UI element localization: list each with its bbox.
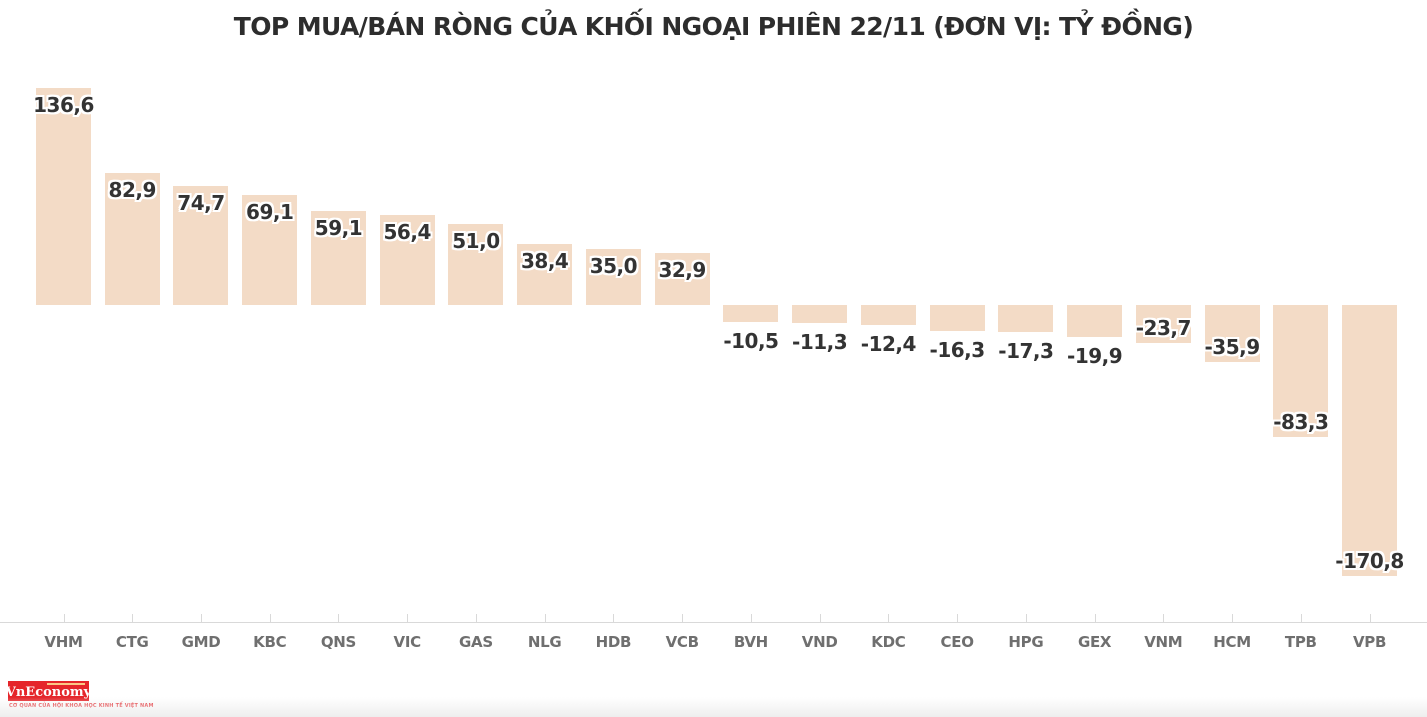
category-label-bvh: BVH bbox=[733, 633, 768, 651]
axis-tick bbox=[132, 614, 134, 622]
axis-tick bbox=[819, 614, 821, 622]
axis-tick bbox=[1300, 614, 1302, 622]
bar-ceo bbox=[929, 305, 985, 331]
axis-tick bbox=[200, 614, 202, 622]
category-label-kbc: KBC bbox=[253, 633, 287, 651]
bar-tpb bbox=[1273, 305, 1329, 438]
bar-kbc bbox=[242, 195, 298, 305]
bar-bvh bbox=[723, 305, 779, 322]
value-label-hcm: -35,9 bbox=[1204, 334, 1261, 359]
value-label-nlg: 38,4 bbox=[520, 249, 569, 274]
category-label-gmd: GMD bbox=[181, 633, 221, 651]
category-label-ceo: CEO bbox=[940, 633, 974, 651]
axis-tick bbox=[269, 614, 271, 622]
category-label-vnm: VNM bbox=[1144, 633, 1183, 651]
axis-tick bbox=[63, 614, 65, 622]
bar-vcb bbox=[654, 252, 710, 305]
bar-hpg bbox=[998, 305, 1054, 333]
axis-tick bbox=[407, 614, 409, 622]
x-axis-line bbox=[0, 622, 1427, 623]
chart-title: TOP MUA/BÁN RÒNG CỦA KHỐI NGOẠI PHIÊN 22… bbox=[233, 12, 1194, 41]
value-label-gmd: 74,7 bbox=[177, 191, 225, 216]
axis-tick bbox=[750, 614, 752, 622]
value-label-hdb: 35,0 bbox=[589, 254, 638, 279]
vneconomy-logo: VnEconomy bbox=[5, 681, 92, 701]
value-label-ceo: -16,3 bbox=[929, 337, 986, 362]
value-label-vic: 56,4 bbox=[383, 220, 432, 245]
bar-nlg bbox=[517, 244, 573, 305]
axis-tick bbox=[338, 614, 340, 622]
axis-tick bbox=[1163, 614, 1165, 622]
axis-tick bbox=[957, 614, 959, 622]
value-label-bvh: -10,5 bbox=[723, 328, 779, 353]
category-label-nlg: NLG bbox=[527, 633, 562, 651]
bar-hdb bbox=[585, 249, 641, 305]
bar-vnd bbox=[792, 305, 848, 323]
bar-gex bbox=[1067, 305, 1123, 337]
bar-vpb bbox=[1342, 305, 1398, 577]
bar-vic bbox=[379, 215, 435, 305]
category-label-kdc: KDC bbox=[871, 633, 906, 651]
axis-tick bbox=[1369, 614, 1371, 622]
axis-tick bbox=[1232, 614, 1234, 622]
value-label-vpb: -170,8 bbox=[1335, 549, 1404, 574]
bar-qns bbox=[310, 211, 366, 305]
bar-hcm bbox=[1204, 305, 1260, 362]
value-label-gex: -19,9 bbox=[1067, 343, 1123, 368]
value-label-kdc: -12,4 bbox=[860, 331, 917, 356]
category-label-vpb: VPB bbox=[1352, 633, 1387, 651]
bar-ctg bbox=[104, 173, 160, 305]
category-label-ctg: CTG bbox=[115, 633, 149, 651]
category-label-tpb: TPB bbox=[1284, 633, 1317, 651]
axis-tick bbox=[613, 614, 615, 622]
category-label-hdb: HDB bbox=[595, 633, 632, 651]
value-label-vnm: -23,7 bbox=[1135, 315, 1192, 340]
axis-tick bbox=[1025, 614, 1027, 622]
axis-tick bbox=[544, 614, 546, 622]
category-label-qns: QNS bbox=[320, 633, 357, 651]
logo-text: VnEconomy bbox=[5, 684, 92, 700]
axis-tick bbox=[682, 614, 684, 622]
value-label-gas: 51,0 bbox=[452, 229, 500, 254]
category-label-vhm: VHM bbox=[44, 633, 83, 651]
category-label-vnd: VND bbox=[801, 633, 838, 651]
category-label-hcm: HCM bbox=[1213, 633, 1251, 651]
value-label-kbc: 69,1 bbox=[246, 200, 294, 225]
category-label-gas: GAS bbox=[459, 633, 493, 651]
bar-gas bbox=[448, 224, 504, 305]
bar-gmd bbox=[173, 186, 229, 305]
value-label-qns: 59,1 bbox=[314, 216, 363, 241]
value-label-vcb: 32,9 bbox=[658, 257, 706, 282]
value-label-vnd: -11,3 bbox=[792, 329, 848, 354]
bottom-fade bbox=[0, 697, 1427, 717]
category-label-hpg: HPG bbox=[1008, 633, 1044, 651]
value-label-ctg: 82,9 bbox=[108, 178, 157, 203]
logo-fineprint bbox=[47, 683, 85, 685]
category-label-gex: GEX bbox=[1077, 633, 1112, 651]
category-label-vcb: VCB bbox=[665, 633, 699, 651]
value-label-hpg: -17,3 bbox=[998, 339, 1054, 364]
bar-kdc bbox=[860, 305, 916, 325]
bar-vnm bbox=[1135, 305, 1191, 343]
value-label-vhm: 136,6 bbox=[33, 93, 94, 118]
axis-tick bbox=[1094, 614, 1096, 622]
value-label-tpb: -83,3 bbox=[1273, 410, 1329, 435]
category-label-vic: VIC bbox=[393, 633, 422, 651]
axis-tick bbox=[475, 614, 477, 622]
axis-tick bbox=[888, 614, 890, 622]
bar-vhm bbox=[36, 88, 91, 305]
